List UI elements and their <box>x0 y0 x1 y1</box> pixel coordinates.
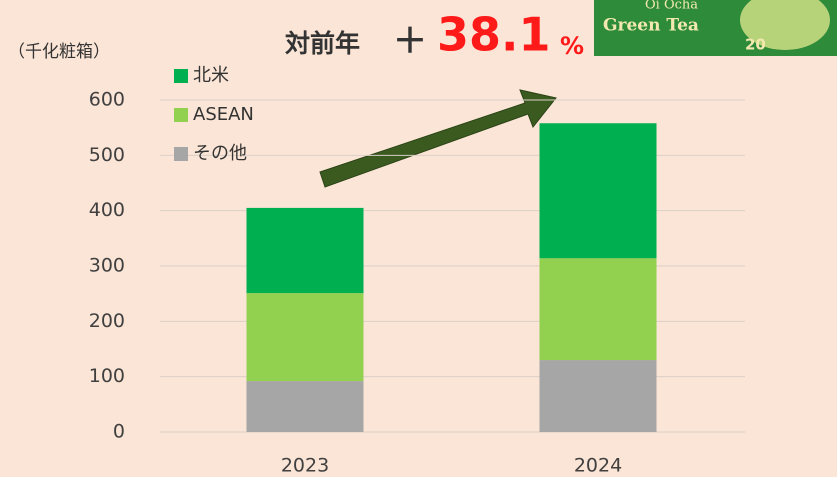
legend-swatch <box>174 147 188 161</box>
bar-segment <box>540 123 657 258</box>
annotation-prefix: 対前年 <box>285 29 360 58</box>
product-image: Oi Ocha Green Tea 20 <box>594 0 837 56</box>
bar-segment <box>540 360 657 432</box>
legend-label: 北米 <box>193 65 229 86</box>
bar-segment <box>247 293 364 381</box>
growth-arrow <box>320 90 556 187</box>
bar-segment <box>540 258 657 360</box>
y-tick-label: 300 <box>89 255 125 277</box>
page: {"chart_data": {"type": "stacked-bar", "… <box>0 0 837 477</box>
legend-swatch <box>174 69 188 83</box>
legend-label: その他 <box>193 143 247 164</box>
annotation-sign: ＋ <box>393 22 427 62</box>
product-name: Green Tea <box>603 16 699 36</box>
x-tick-label: 2024 <box>574 455 622 477</box>
y-tick-label: 400 <box>89 199 125 221</box>
legend-swatch <box>174 108 188 122</box>
y-tick-label: 500 <box>89 144 125 166</box>
annotation-unit: % <box>560 32 584 60</box>
x-tick-label: 2023 <box>281 455 329 477</box>
y-tick-label: 200 <box>89 310 125 332</box>
bar-segment <box>247 381 364 432</box>
bar-segment <box>247 208 364 293</box>
legend-label: ASEAN <box>193 104 254 125</box>
chart: （千化粧箱） 対前年 ＋ 38.1 % Oi Ocha Green Tea 20… <box>0 0 837 477</box>
product-count: 20 <box>745 36 766 54</box>
y-tick-label: 600 <box>89 89 125 111</box>
y-tick-label: 0 <box>113 421 125 443</box>
y-tick-label: 100 <box>89 365 125 387</box>
product-brand: Oi Ocha <box>645 0 698 13</box>
unit-label: （千化粧箱） <box>8 42 110 62</box>
annotation-value: 38.1 <box>437 8 551 62</box>
